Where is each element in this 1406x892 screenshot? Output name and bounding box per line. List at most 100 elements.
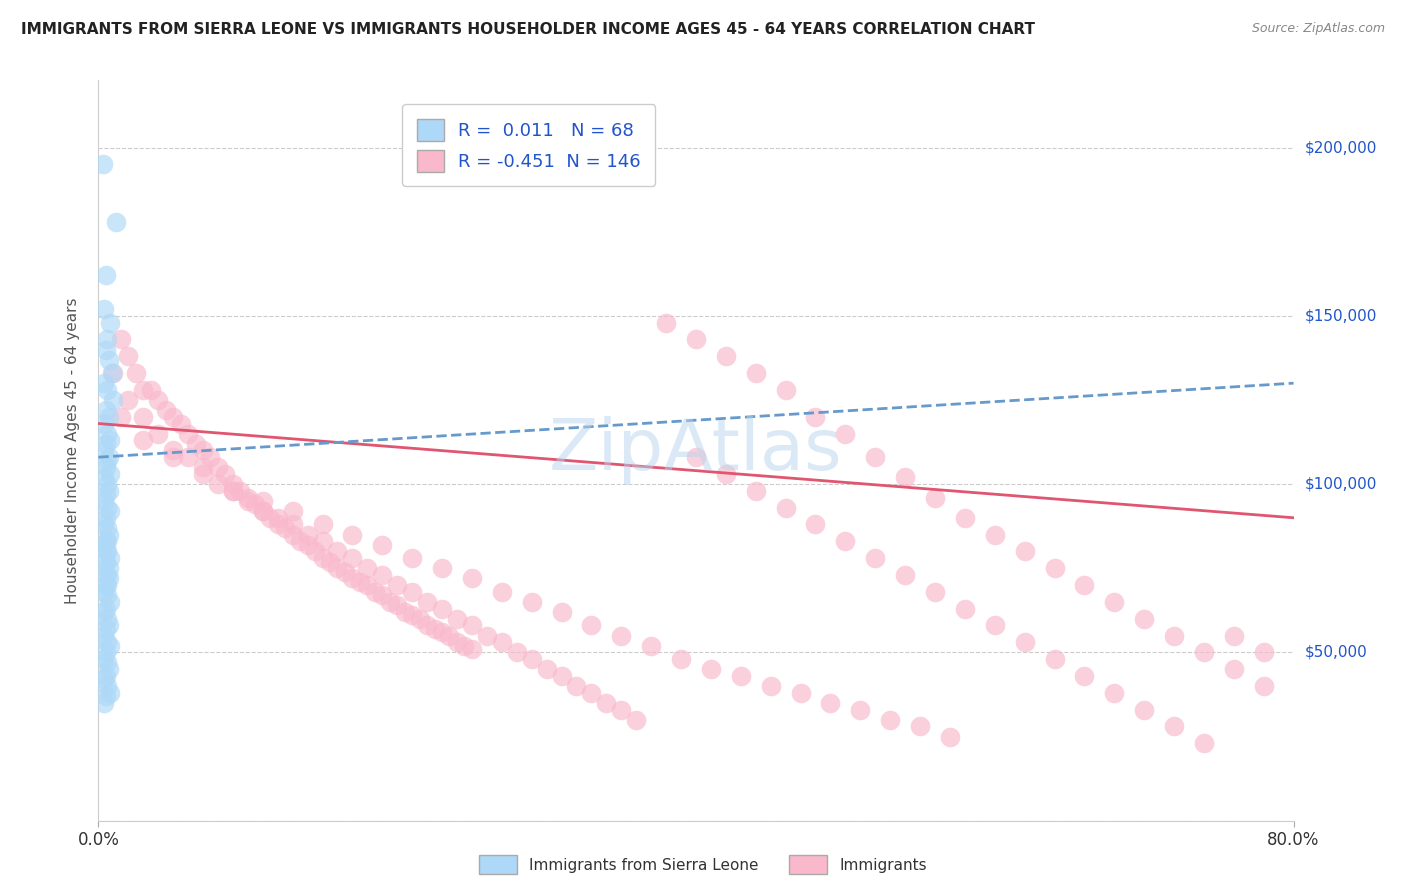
Point xyxy=(669,652,692,666)
Point xyxy=(759,679,782,693)
Point xyxy=(430,601,453,615)
Point xyxy=(865,551,887,566)
Point xyxy=(93,494,115,508)
Point xyxy=(96,453,118,467)
Point xyxy=(491,584,513,599)
Point xyxy=(879,713,901,727)
Point xyxy=(1014,635,1036,649)
Point xyxy=(319,555,342,569)
Text: $100,000: $100,000 xyxy=(1305,476,1376,491)
Point xyxy=(184,436,207,450)
Point xyxy=(98,639,122,653)
Point xyxy=(401,584,423,599)
Point xyxy=(297,527,319,541)
Text: $200,000: $200,000 xyxy=(1305,140,1376,155)
Point xyxy=(110,409,132,424)
Point xyxy=(162,443,184,458)
Point xyxy=(789,686,811,700)
Point xyxy=(371,568,394,582)
Point xyxy=(342,527,364,541)
Point xyxy=(93,696,115,710)
Point xyxy=(96,426,118,441)
Point xyxy=(834,426,856,441)
Point xyxy=(177,450,200,465)
Point xyxy=(93,443,115,458)
Point xyxy=(97,409,120,424)
Point xyxy=(281,517,304,532)
Point xyxy=(1223,628,1246,642)
Point xyxy=(385,599,409,613)
Point xyxy=(1133,612,1156,626)
Point xyxy=(461,618,484,632)
Point xyxy=(96,588,118,602)
Point xyxy=(94,403,117,417)
Point xyxy=(105,214,128,228)
Point xyxy=(326,544,349,558)
Point xyxy=(93,652,115,666)
Point xyxy=(93,538,115,552)
Point xyxy=(820,696,842,710)
Point xyxy=(491,635,513,649)
Point xyxy=(924,491,946,505)
Point xyxy=(94,487,117,501)
Point xyxy=(94,343,117,357)
Point xyxy=(191,443,214,458)
Text: $150,000: $150,000 xyxy=(1305,309,1376,323)
Text: ZipAtlas: ZipAtlas xyxy=(550,416,842,485)
Point xyxy=(430,625,453,640)
Point xyxy=(94,669,117,683)
Point xyxy=(259,510,281,524)
Point xyxy=(94,555,117,569)
Point xyxy=(1192,645,1215,659)
Point xyxy=(520,652,543,666)
Point xyxy=(93,376,115,391)
Point xyxy=(439,628,461,642)
Point xyxy=(430,561,453,575)
Point xyxy=(550,669,572,683)
Point xyxy=(162,409,184,424)
Point xyxy=(94,510,117,524)
Point xyxy=(148,392,170,407)
Point xyxy=(1043,561,1066,575)
Point xyxy=(96,544,118,558)
Point xyxy=(139,383,162,397)
Point xyxy=(401,551,423,566)
Point xyxy=(94,544,117,558)
Point xyxy=(849,703,872,717)
Point xyxy=(281,504,304,518)
Point xyxy=(333,565,356,579)
Point xyxy=(97,450,120,465)
Point xyxy=(97,571,120,585)
Point xyxy=(96,679,118,693)
Point xyxy=(162,450,184,465)
Point xyxy=(132,409,155,424)
Point xyxy=(1253,679,1275,693)
Point xyxy=(894,470,917,484)
Point xyxy=(775,500,797,515)
Point xyxy=(953,601,976,615)
Point xyxy=(96,568,118,582)
Point xyxy=(97,561,120,575)
Point xyxy=(685,450,707,465)
Point xyxy=(865,450,887,465)
Point xyxy=(775,383,797,397)
Point xyxy=(222,483,245,498)
Point xyxy=(595,696,617,710)
Point xyxy=(461,571,484,585)
Point xyxy=(423,622,446,636)
Point xyxy=(536,662,558,676)
Legend: Immigrants from Sierra Leone, Immigrants: Immigrants from Sierra Leone, Immigrants xyxy=(472,849,934,880)
Point xyxy=(93,517,115,532)
Point xyxy=(93,673,115,687)
Point xyxy=(96,656,118,670)
Point xyxy=(97,483,120,498)
Point xyxy=(385,578,409,592)
Point xyxy=(96,578,118,592)
Point xyxy=(894,568,917,582)
Point xyxy=(191,460,214,475)
Point xyxy=(94,578,117,592)
Point xyxy=(1043,652,1066,666)
Point xyxy=(93,584,115,599)
Point xyxy=(207,477,229,491)
Point xyxy=(953,510,976,524)
